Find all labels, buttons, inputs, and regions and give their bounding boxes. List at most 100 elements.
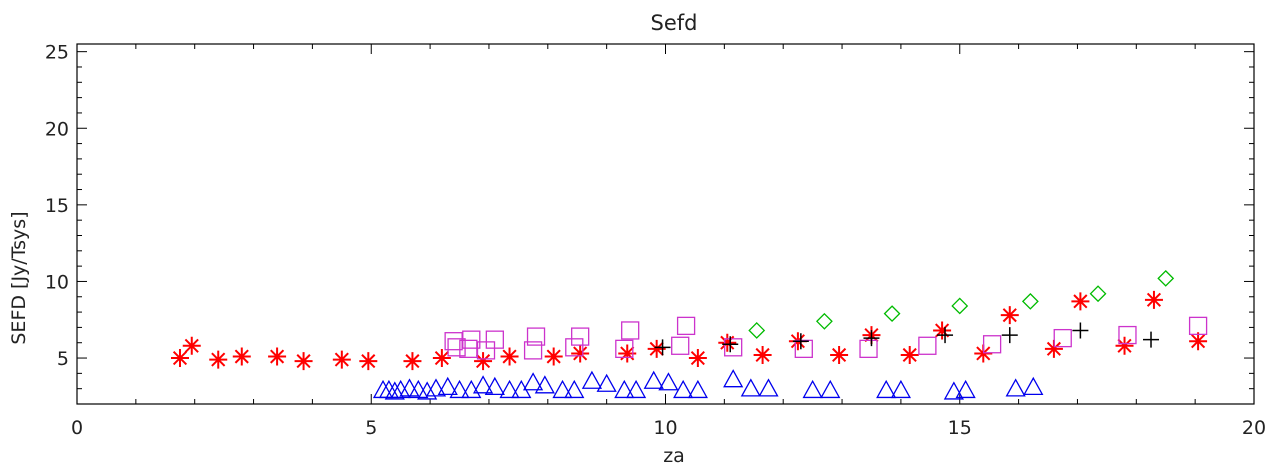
triangle-point — [581, 370, 603, 389]
triangle-point — [1023, 376, 1044, 395]
y-tick-label: 10 — [45, 271, 69, 293]
asterisk-point — [1071, 292, 1090, 311]
triangle-point — [687, 379, 708, 399]
x-axis-label: za — [663, 445, 685, 466]
y-tick-label: 20 — [45, 118, 69, 140]
asterisk-point — [933, 321, 952, 340]
asterisk-point — [1000, 306, 1019, 325]
asterisk-point — [294, 352, 313, 371]
y-tick-label: 5 — [57, 348, 69, 370]
y-tick-label: 15 — [45, 195, 69, 217]
triangle-point — [596, 373, 617, 392]
triangle-point — [417, 381, 438, 400]
triangle-point — [740, 378, 761, 397]
triangle-point — [625, 379, 647, 399]
square-point — [676, 316, 696, 336]
square-point — [615, 339, 634, 359]
plot-frame — [76, 43, 1255, 405]
triangle-point — [955, 379, 976, 399]
triangle-point — [399, 378, 420, 397]
plus-point — [1143, 331, 1160, 348]
diamond-point — [748, 322, 766, 339]
triangle-point — [522, 372, 544, 391]
square-point — [621, 321, 640, 340]
series-plus — [654, 322, 1160, 356]
square-point — [565, 338, 584, 357]
asterisk-point — [209, 350, 228, 369]
asterisk-point — [900, 345, 919, 364]
diamond-point — [883, 305, 901, 323]
series-asterisk — [170, 290, 1208, 371]
square-point — [1188, 316, 1208, 336]
asterisk-point — [1189, 332, 1208, 351]
x-tick-label: 20 — [1242, 417, 1266, 439]
triangle-point — [552, 379, 573, 399]
asterisk-point — [1115, 336, 1134, 355]
square-point — [571, 327, 590, 346]
diamond-point — [815, 312, 833, 330]
asterisk-point — [432, 349, 451, 368]
asterisk-point — [170, 349, 189, 368]
asterisk-point — [688, 349, 707, 368]
asterisk-point — [1044, 339, 1063, 358]
asterisk-point — [618, 344, 637, 363]
square-point — [459, 339, 478, 359]
triangle-point — [534, 375, 555, 394]
triangle-point — [484, 376, 505, 395]
plus-point — [722, 336, 739, 353]
triangle-point — [723, 369, 744, 388]
square-point — [859, 339, 878, 359]
plus-point — [792, 333, 809, 350]
axis-ticks: 0 5 10 15 20 5 10 15 20 25 — [45, 42, 1266, 439]
chart-title: Sefd — [651, 11, 698, 35]
series-triangle — [372, 369, 1044, 400]
square-point — [526, 327, 546, 346]
triangle-point — [390, 379, 411, 399]
series-diamond — [748, 269, 1175, 339]
x-tick-label: 15 — [948, 417, 972, 439]
asterisk-point — [403, 352, 422, 371]
square-point — [444, 332, 463, 351]
triangle-point — [876, 379, 897, 399]
plus-point — [1001, 327, 1018, 344]
square-point — [1118, 325, 1137, 345]
square-point — [671, 336, 690, 355]
triangle-point — [437, 376, 458, 395]
triangle-point — [378, 379, 400, 399]
series-square — [444, 316, 1208, 360]
square-point — [462, 330, 481, 349]
triangle-point — [372, 379, 394, 399]
asterisk-point — [718, 333, 737, 352]
triangle-point — [384, 381, 405, 400]
diamond-point — [1157, 269, 1175, 287]
data-marks — [170, 269, 1208, 400]
triangle-point — [673, 379, 694, 399]
triangle-point — [1005, 378, 1026, 397]
diamond-point — [1021, 292, 1039, 310]
asterisk-point — [474, 352, 493, 371]
triangle-point — [643, 370, 664, 389]
asterisk-point — [753, 345, 772, 364]
square-point — [982, 335, 1002, 354]
triangle-point — [564, 379, 585, 399]
asterisk-point — [974, 344, 993, 363]
plus-point — [863, 330, 880, 347]
triangle-point — [802, 379, 823, 399]
asterisk-point — [1144, 290, 1163, 309]
triangle-point — [943, 381, 964, 400]
asterisk-point — [571, 344, 590, 363]
triangle-point — [449, 379, 470, 399]
triangle-point — [614, 379, 635, 399]
asterisk-point — [332, 350, 351, 369]
y-tick-label: 25 — [45, 42, 69, 64]
square-point — [447, 338, 466, 357]
square-point — [485, 330, 504, 349]
square-point — [794, 339, 813, 359]
asterisk-point — [500, 347, 519, 366]
asterisk-point — [830, 345, 849, 364]
triangle-point — [472, 375, 494, 394]
y-axis-label: SEFD [Jy/Tsys] — [8, 211, 30, 344]
diamond-point — [1089, 285, 1107, 303]
plus-point — [654, 339, 671, 356]
